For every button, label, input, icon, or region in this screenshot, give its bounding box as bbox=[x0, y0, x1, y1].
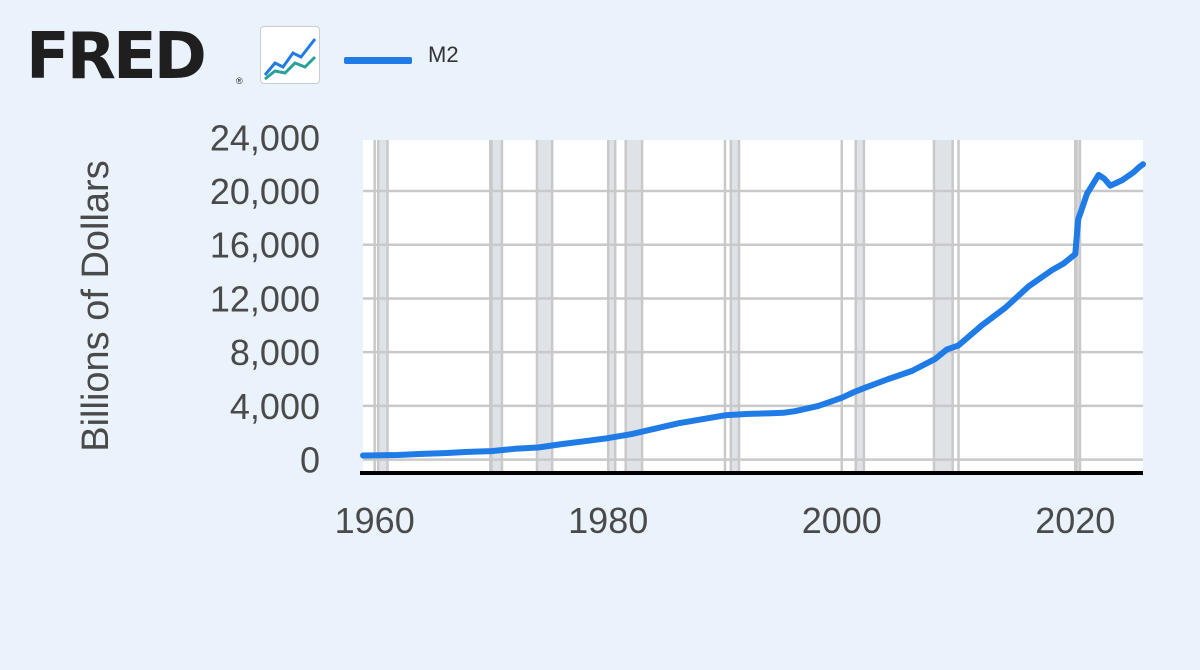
recession-band bbox=[608, 140, 616, 473]
series-lines bbox=[360, 161, 1146, 459]
grid-lines bbox=[363, 140, 1143, 473]
recession-bands bbox=[378, 140, 1080, 473]
y-tick-label: 20,000 bbox=[210, 171, 320, 212]
recession-band bbox=[536, 140, 553, 473]
recession-band bbox=[933, 140, 953, 473]
y-tick-label: 12,000 bbox=[210, 278, 320, 319]
x-tick-label: 2000 bbox=[802, 500, 882, 541]
series-line-m2 bbox=[360, 161, 1146, 459]
y-tick-label: 0 bbox=[300, 440, 320, 481]
fred-logo: FRED bbox=[26, 20, 207, 94]
y-tick-label: 16,000 bbox=[210, 225, 320, 266]
legend-swatch bbox=[344, 57, 412, 64]
y-tick-label: 4,000 bbox=[230, 386, 320, 427]
recession-band bbox=[378, 140, 388, 473]
y-tick-label: 24,000 bbox=[210, 117, 320, 158]
recession-band bbox=[625, 140, 643, 473]
header: FRED ® M2 bbox=[26, 22, 626, 92]
registered-mark: ® bbox=[236, 76, 243, 86]
recession-band bbox=[855, 140, 864, 473]
x-tick-label: 1980 bbox=[568, 500, 648, 541]
x-tick-label: 1960 bbox=[335, 500, 415, 541]
recession-band bbox=[730, 140, 739, 473]
tick-labels: 0 4,000 8,000 12,000 16,000 20,000 24,000 1960 1… bbox=[210, 117, 1115, 541]
recession-band bbox=[1076, 140, 1080, 473]
legend-label: M2 bbox=[428, 42, 459, 67]
x-tick-label: 2020 bbox=[1035, 500, 1115, 541]
line-chart-icon[interactable] bbox=[260, 26, 320, 84]
y-tick-label: 8,000 bbox=[230, 332, 320, 373]
recession-band bbox=[490, 140, 502, 473]
